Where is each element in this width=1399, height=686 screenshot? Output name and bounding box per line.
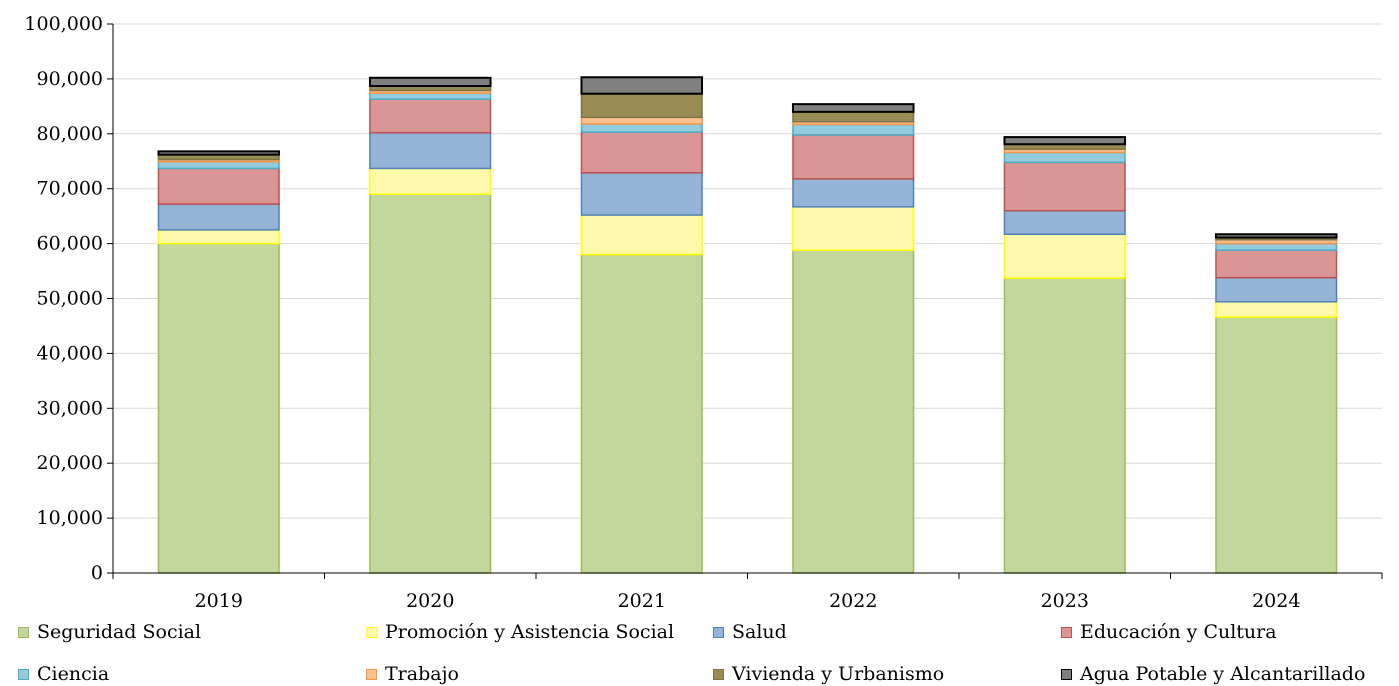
y-tick-label: 30,000 <box>37 397 103 419</box>
bar-segment-vivienda-y-urbanismo-2021 <box>580 92 703 119</box>
y-tick-label: 20,000 <box>37 452 103 474</box>
bar-segment-promoci-n-y-asistencia-social-2023 <box>1003 233 1126 279</box>
bar-segment-agua-potable-y-alcantarillado-2022 <box>791 103 915 113</box>
legend-item: Promoción y Asistencia Social <box>366 621 674 643</box>
x-tick-label: 2022 <box>829 590 877 612</box>
legend-swatch <box>18 626 29 638</box>
legend-swatch <box>713 626 724 638</box>
bar-segment-salud-2024 <box>1215 276 1338 303</box>
bar-segment-ciencia-2023 <box>1003 151 1126 164</box>
bar-segment-salud-2023 <box>1003 209 1126 236</box>
legend-item: Educación y Cultura <box>1061 621 1277 643</box>
legend-swatch <box>366 668 377 680</box>
bar-segment-promoci-n-y-asistencia-social-2021 <box>580 214 703 256</box>
x-tick-label: 2021 <box>618 590 666 612</box>
bar-segment-agua-potable-y-alcantarillado-2021 <box>580 76 704 95</box>
bar-segment-salud-2022 <box>792 178 915 208</box>
legend-swatch <box>18 668 29 680</box>
legend-item: Vivienda y Urbanismo <box>713 663 944 685</box>
legend-label: Trabajo <box>385 663 459 685</box>
bar-segment-trabajo-2021 <box>580 116 703 125</box>
legend-swatch <box>713 668 724 680</box>
legend-label: Salud <box>732 621 787 643</box>
bar-segment-seguridad-social-2020 <box>369 193 492 574</box>
legend-item: Agua Potable y Alcantarillado <box>1061 663 1365 685</box>
bar-segment-salud-2021 <box>580 172 703 216</box>
bar-segment-ciencia-2020 <box>369 92 492 100</box>
bar-segment-educaci-n-y-cultura-2020 <box>369 98 492 134</box>
bar-segment-seguridad-social-2023 <box>1003 277 1126 574</box>
bar-segment-ciencia-2019 <box>157 161 280 170</box>
bar-segment-agua-potable-y-alcantarillado-2019 <box>157 150 281 156</box>
y-tick-label: 40,000 <box>37 342 103 364</box>
y-tick-label: 90,000 <box>37 68 103 90</box>
bar-segment-vivienda-y-urbanismo-2022 <box>792 111 915 123</box>
legend-swatch <box>1061 626 1072 638</box>
bar-segment-promoci-n-y-asistencia-social-2020 <box>369 167 492 195</box>
legend-item: Salud <box>713 621 787 643</box>
x-tick-label: 2024 <box>1252 590 1300 612</box>
x-tick-label: 2020 <box>406 590 454 612</box>
bar-segment-seguridad-social-2021 <box>580 253 703 574</box>
legend-item: Seguridad Social <box>18 621 201 643</box>
legend-label: Agua Potable y Alcantarillado <box>1080 663 1366 685</box>
legend-label: Ciencia <box>37 663 110 685</box>
legend-item: Trabajo <box>366 663 459 685</box>
y-tick-label: 10,000 <box>37 507 103 529</box>
bar-segment-seguridad-social-2024 <box>1215 316 1338 574</box>
bar-segment-agua-potable-y-alcantarillado-2024 <box>1214 233 1338 239</box>
legend: Seguridad Social Promoción y Asistencia S… <box>0 618 1399 686</box>
bar-segment-educaci-n-y-cultura-2024 <box>1215 249 1338 279</box>
bar-segment-salud-2019 <box>157 203 280 231</box>
bar-segment-seguridad-social-2019 <box>157 242 280 574</box>
bars <box>157 76 1338 574</box>
bar-segment-educaci-n-y-cultura-2019 <box>157 167 280 205</box>
axes: 0 10,000 20,000 30,000 40,000 50,000 60,000 70,… <box>24 13 1383 612</box>
bar-segment-agua-potable-y-alcantarillado-2023 <box>1003 136 1127 146</box>
legend-label: Promoción y Asistencia Social <box>385 621 675 643</box>
bar-segment-promoci-n-y-asistencia-social-2022 <box>792 206 915 251</box>
y-tick-label: 0 <box>91 562 103 584</box>
bar-segment-educaci-n-y-cultura-2021 <box>580 131 703 174</box>
legend-label: Vivienda y Urbanismo <box>732 663 945 685</box>
legend-label: Educación y Cultura <box>1080 621 1277 643</box>
bar-segment-promoci-n-y-asistencia-social-2019 <box>157 229 280 245</box>
stacked-bar-chart: 0 10,000 20,000 30,000 40,000 50,000 60,000 70,… <box>24 13 1383 612</box>
bar-segment-promoci-n-y-asistencia-social-2024 <box>1215 301 1338 318</box>
bar-segment-seguridad-social-2022 <box>792 249 915 574</box>
bar-segment-ciencia-2022 <box>792 123 915 136</box>
x-tick-label: 2023 <box>1041 590 1089 612</box>
bar-segment-ciencia-2021 <box>580 123 703 133</box>
legend-item: Ciencia <box>18 663 109 685</box>
x-tick-label: 2019 <box>195 590 243 612</box>
y-tick-label: 70,000 <box>37 178 103 200</box>
legend-swatch <box>366 626 377 638</box>
y-tick-label: 60,000 <box>37 233 103 255</box>
bar-segment-educaci-n-y-cultura-2022 <box>792 134 915 180</box>
bar-segment-agua-potable-y-alcantarillado-2020 <box>368 76 492 88</box>
legend-label: Seguridad Social <box>37 621 202 643</box>
gridlines <box>113 23 1382 519</box>
y-tick-label: 50,000 <box>37 288 103 310</box>
y-tick-label: 80,000 <box>37 123 103 145</box>
bar-segment-ciencia-2024 <box>1215 242 1338 251</box>
bar-segment-salud-2020 <box>369 131 492 170</box>
bar-segment-educaci-n-y-cultura-2023 <box>1003 161 1126 212</box>
legend-swatch <box>1061 668 1072 680</box>
y-tick-label: 100,000 <box>24 13 103 35</box>
